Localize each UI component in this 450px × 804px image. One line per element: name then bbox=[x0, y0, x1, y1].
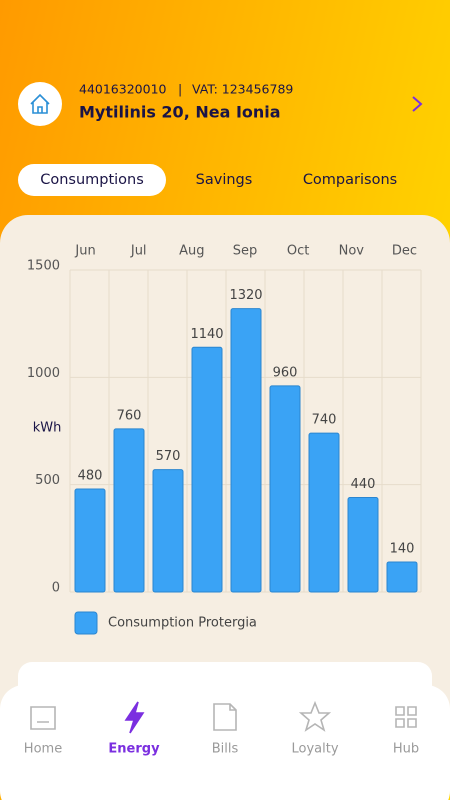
vat: VAT: 123456789 bbox=[192, 82, 293, 97]
bar bbox=[191, 346, 223, 593]
value-label: 760 bbox=[117, 408, 142, 423]
x-tick-label: Oct bbox=[287, 244, 309, 259]
nav-icon-hub[interactable] bbox=[395, 706, 417, 728]
chart: 0 500 1000 1500 kWh Jun Jul Aug Sep Oct Nov Dec 480 7… bbox=[27, 244, 422, 635]
tab[interactable]: Comparisons bbox=[303, 172, 397, 188]
bar bbox=[347, 497, 379, 593]
nav-icon-bills[interactable] bbox=[213, 703, 237, 731]
home-icon bbox=[30, 93, 50, 114]
tab[interactable]: Consumptions bbox=[40, 172, 144, 188]
y-axis-label: kWh bbox=[33, 421, 62, 436]
bar bbox=[269, 385, 301, 593]
nav-icon-loyalty[interactable] bbox=[298, 700, 332, 732]
bar bbox=[152, 469, 184, 593]
value-label: 140 bbox=[390, 541, 415, 556]
legend-label: Consumption Protergia bbox=[108, 616, 257, 631]
nav-label: Loyalty bbox=[291, 742, 338, 757]
y-tick-label: 1500 bbox=[27, 259, 60, 274]
nav-label: Bills bbox=[212, 742, 239, 757]
bar bbox=[74, 488, 106, 593]
legend-swatch bbox=[74, 611, 98, 635]
nav-label: Energy bbox=[108, 742, 160, 757]
bar bbox=[113, 428, 145, 593]
nav-label: Hub bbox=[393, 742, 419, 757]
bottom-nav bbox=[0, 685, 450, 804]
value-label: 740 bbox=[312, 413, 337, 428]
active-tab-bg bbox=[18, 164, 166, 196]
value-label: 1320 bbox=[229, 288, 262, 303]
account-number: 44016320010 bbox=[79, 82, 167, 97]
nav-icons bbox=[30, 700, 417, 734]
home-icon-bg bbox=[18, 82, 62, 126]
x-tick-label: Nov bbox=[339, 244, 365, 259]
tab[interactable]: Savings bbox=[196, 172, 253, 188]
x-tick-label: Jul bbox=[130, 244, 147, 259]
value-label: 480 bbox=[78, 468, 103, 483]
nav-label: Home bbox=[24, 742, 62, 757]
chevron[interactable] bbox=[412, 96, 423, 112]
y-tick-label: 0 bbox=[52, 581, 60, 596]
y-tick-label: 1000 bbox=[27, 366, 60, 381]
value-label: 1140 bbox=[190, 327, 223, 342]
content-panel bbox=[0, 215, 450, 804]
y-tick-label: 500 bbox=[35, 473, 60, 488]
bar bbox=[230, 308, 262, 593]
value-label: 570 bbox=[156, 449, 181, 464]
nav-icon-energy[interactable] bbox=[124, 701, 145, 734]
value-label: 440 bbox=[351, 477, 376, 492]
x-tick-label: Aug bbox=[179, 244, 204, 259]
x-tick-label: Dec bbox=[392, 244, 417, 259]
address[interactable]: Mytilinis 20, Nea Ionia bbox=[79, 103, 281, 122]
bar bbox=[308, 432, 340, 593]
x-tick-label: Sep bbox=[233, 244, 258, 259]
separator: | bbox=[178, 82, 182, 97]
x-tick-label: Jun bbox=[74, 244, 95, 259]
nav-labels: Home Energy Bills Loyalty Hub bbox=[24, 742, 419, 757]
bar bbox=[386, 561, 418, 593]
value-label: 960 bbox=[273, 365, 298, 380]
nav-icon-home[interactable] bbox=[30, 706, 56, 730]
